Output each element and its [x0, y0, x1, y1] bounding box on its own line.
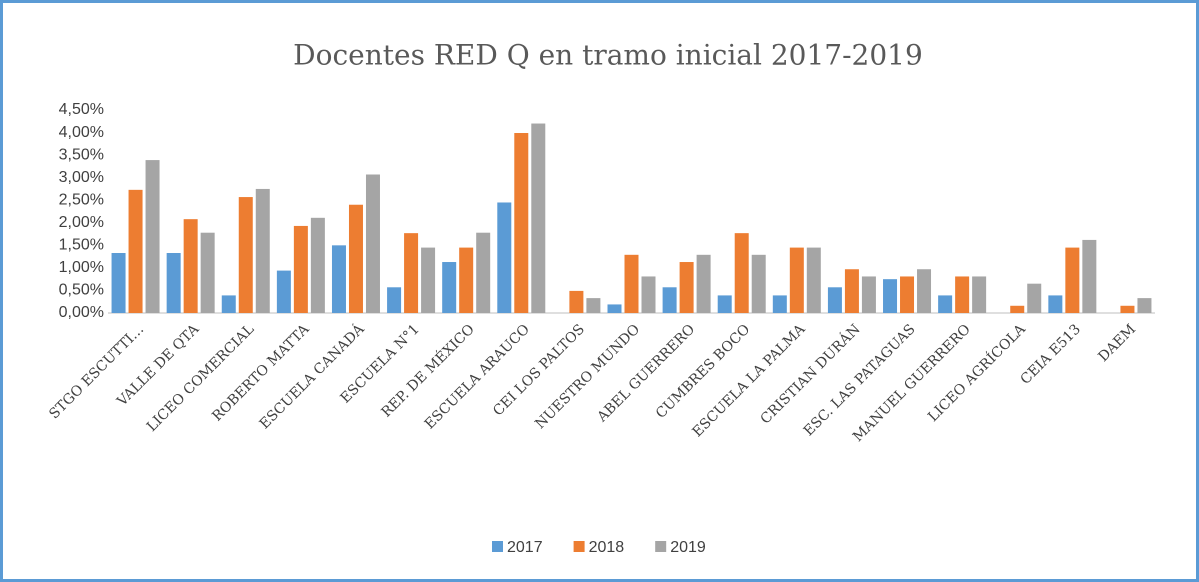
bar: [442, 262, 457, 313]
bar: [200, 232, 215, 313]
legend-label: 2019: [670, 539, 706, 556]
y-tick-label: 0,50%: [59, 282, 104, 299]
bar: [1065, 247, 1080, 313]
bar: [404, 233, 419, 313]
bar: [827, 287, 842, 313]
y-tick-label: 1,50%: [59, 237, 104, 254]
bar: [459, 247, 474, 313]
bar: [717, 295, 732, 313]
bar: [421, 247, 436, 313]
legend-label: 2018: [589, 539, 625, 556]
bar: [476, 232, 491, 313]
bar: [221, 295, 236, 313]
bar: [1048, 295, 1063, 313]
bar: [1010, 305, 1025, 313]
bar: [514, 133, 529, 313]
bar: [772, 295, 787, 313]
bar: [938, 295, 953, 313]
chart-title: Docentes RED Q en tramo inicial 2017-201…: [293, 39, 923, 72]
bar: [111, 253, 126, 313]
bar: [331, 245, 346, 313]
legend-label: 2017: [507, 539, 543, 556]
bar: [789, 247, 804, 313]
bar: [166, 253, 181, 313]
bar: [387, 287, 402, 313]
bar: [238, 197, 253, 313]
bar: [861, 276, 876, 313]
bar: [255, 188, 270, 313]
bar: [348, 204, 363, 313]
bar: [641, 276, 656, 313]
legend-swatch: [655, 541, 667, 552]
bar: [806, 247, 821, 313]
bar: [310, 217, 325, 313]
bar: [844, 269, 859, 313]
bar: [1137, 298, 1152, 313]
bar: [497, 202, 512, 313]
bar: [883, 279, 898, 313]
bar: [662, 287, 677, 313]
y-tick-label: 4,50%: [59, 101, 104, 118]
y-tick-label: 1,00%: [59, 259, 104, 276]
bar: [734, 233, 749, 313]
bar: [679, 262, 694, 313]
bar: [531, 123, 546, 314]
bar: [586, 298, 601, 313]
y-tick-label: 2,50%: [59, 191, 104, 208]
bar: [696, 254, 711, 313]
bar: [955, 276, 970, 313]
bar: [1120, 305, 1135, 313]
bar: [624, 254, 639, 313]
bar: [128, 189, 143, 313]
y-tick-label: 3,00%: [59, 169, 104, 186]
bar: [900, 276, 915, 313]
bar: [145, 160, 160, 313]
bar: [293, 225, 308, 313]
bar: [183, 219, 198, 313]
bar: [276, 270, 291, 313]
legend-swatch: [492, 541, 503, 552]
bar: [365, 174, 380, 313]
y-tick-label: 2,00%: [59, 214, 104, 231]
y-tick-label: 3,50%: [59, 146, 104, 163]
bar: [1027, 283, 1042, 313]
legend-swatch: [573, 541, 585, 552]
y-tick-label: 0,00%: [59, 304, 104, 321]
bar: [972, 276, 987, 313]
bar: [1082, 239, 1097, 313]
bar: [569, 290, 584, 313]
bar: [917, 269, 932, 313]
bar: [607, 304, 622, 313]
bar: [751, 254, 766, 313]
y-tick-label: 4,00%: [59, 124, 104, 141]
